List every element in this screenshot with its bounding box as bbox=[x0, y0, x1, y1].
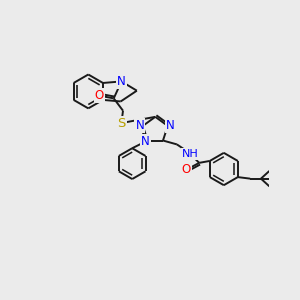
Text: O: O bbox=[182, 163, 191, 176]
Text: N: N bbox=[117, 75, 126, 88]
Text: S: S bbox=[117, 117, 126, 130]
Text: N: N bbox=[135, 118, 144, 132]
Text: N: N bbox=[141, 135, 150, 148]
Text: N: N bbox=[166, 118, 174, 132]
Text: NH: NH bbox=[182, 148, 198, 159]
Text: O: O bbox=[94, 89, 104, 102]
